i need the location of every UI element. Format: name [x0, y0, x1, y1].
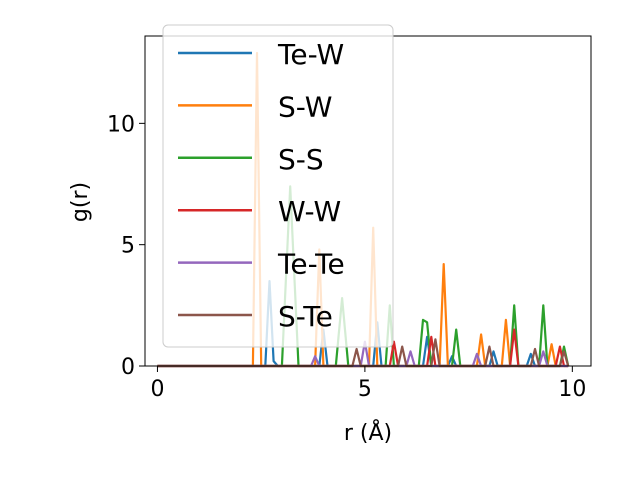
legend: Te-W S-W S-S W-W Te-Te S-Te	[162, 24, 394, 348]
y-tick-label: 0	[121, 355, 135, 380]
legend-label-s-s: S-S	[278, 143, 324, 176]
legend-label-s-te: S-Te	[278, 300, 333, 333]
legend-label-w-w: W-W	[278, 195, 341, 228]
x-axis-label: r (Å)	[344, 419, 392, 446]
axis-ticks: 0 5 10 0 5 10	[107, 112, 586, 402]
x-tick-label: 10	[558, 377, 586, 402]
legend-box	[162, 24, 394, 348]
x-tick-label: 0	[150, 377, 164, 402]
y-tick-label: 10	[107, 112, 135, 137]
series-line-te-te	[157, 340, 569, 368]
y-tick-label: 5	[121, 234, 135, 259]
y-axis-label: g(r)	[68, 182, 93, 222]
legend-label-te-w: Te-W	[277, 38, 344, 71]
legend-label-s-w: S-W	[278, 90, 332, 123]
legend-label-te-te: Te-Te	[277, 248, 345, 281]
x-tick-label: 5	[358, 377, 372, 402]
